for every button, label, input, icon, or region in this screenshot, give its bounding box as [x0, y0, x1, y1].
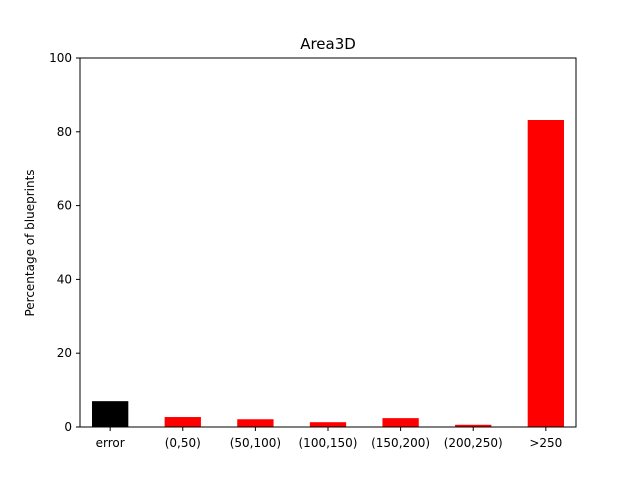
x-tick-label: >250 [529, 436, 562, 450]
bars-group [92, 119, 564, 427]
bar-6 [527, 119, 564, 427]
bar-1 [164, 417, 201, 427]
y-tick-label: 20 [57, 346, 72, 360]
x-ticks-group: error (0,50) (50,100) (100,150) (150,200) (20… [96, 427, 562, 450]
y-tick-label: 40 [57, 272, 72, 286]
x-tick-label: (0,50) [165, 436, 201, 450]
y-tick-label: 60 [57, 199, 72, 213]
y-ticks-group: 0 20 40 60 80 100 [49, 51, 80, 434]
y-tick-label: 100 [49, 51, 72, 65]
bar-3 [309, 422, 347, 427]
plot-frame [79, 57, 577, 428]
x-tick-label: (100,150) [299, 436, 358, 450]
y-tick-label: 0 [64, 420, 72, 434]
bar-2 [237, 419, 274, 427]
y-axis-label: Percentage of blueprints [23, 169, 37, 316]
x-tick-label: error [96, 436, 125, 450]
y-tick-label: 80 [57, 125, 72, 139]
bar-4 [382, 418, 419, 427]
bar-5 [455, 424, 492, 427]
chart-title: Area3D [300, 35, 356, 53]
x-tick-label: (150,200) [371, 436, 430, 450]
x-tick-label: (200,250) [444, 436, 503, 450]
bar-0 [92, 401, 129, 427]
x-tick-label: (50,100) [230, 436, 281, 450]
